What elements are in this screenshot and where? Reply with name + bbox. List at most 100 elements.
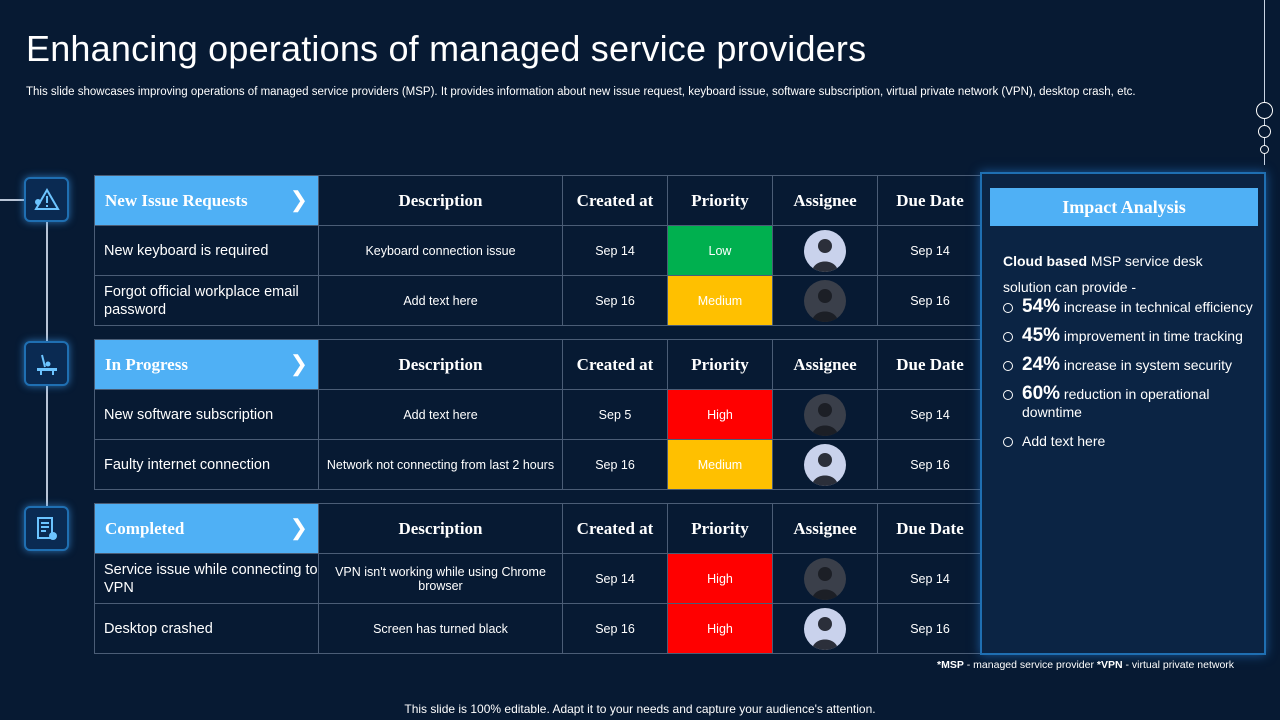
- document-check-icon: [24, 506, 69, 551]
- column-header: Description: [318, 503, 563, 554]
- section-label: In Progress: [105, 354, 188, 374]
- decor-circle-medium: [1258, 125, 1271, 138]
- avatar: [804, 279, 846, 322]
- assignee-cell: [772, 225, 878, 276]
- timeline-stub: [0, 199, 26, 201]
- created-cell: Sep 16: [562, 439, 668, 490]
- column-header: Description: [318, 339, 563, 390]
- section-table: New Issue Requests ❯ Description Created at…: [94, 175, 983, 326]
- bullet-circle-icon: [1003, 332, 1013, 342]
- table-row: New keyboard is required Keyboard connect…: [94, 225, 983, 276]
- page-subtitle: This slide showcases improving operation…: [26, 86, 1136, 98]
- impact-bullet: 60% reduction in operational downtime: [1003, 384, 1263, 421]
- decor-circle-large: [1256, 102, 1273, 119]
- impact-bullet-list: 54% increase in technical efficiency 45% …: [1003, 296, 1263, 461]
- table-header-row: New Issue Requests ❯ Description Created at…: [94, 175, 983, 226]
- impact-intro-text: MSP service desk solution can provide -: [1003, 253, 1203, 295]
- column-header: Due Date: [877, 503, 983, 554]
- assignee-cell: [772, 389, 878, 440]
- footnote: *MSP - managed service provider *VPN - v…: [937, 659, 1234, 671]
- priority-cell: High: [667, 603, 773, 654]
- column-header: Priority: [667, 503, 773, 554]
- section-header[interactable]: In Progress ❯: [94, 339, 319, 390]
- due-date-cell: Sep 16: [877, 603, 983, 654]
- warning-network-icon: [24, 177, 69, 222]
- chevron-right-icon[interactable]: ❯: [289, 351, 308, 376]
- page-title: Enhancing operations of managed service …: [26, 28, 867, 69]
- bullet-circle-icon: [1003, 361, 1013, 371]
- avatar: [804, 557, 846, 600]
- chevron-right-icon[interactable]: ❯: [289, 515, 308, 540]
- created-cell: Sep 5: [562, 389, 668, 440]
- section-label: Completed: [105, 518, 185, 538]
- description-cell: VPN isn't working while using Chrome bro…: [318, 553, 563, 604]
- table-row: Forgot official workplace email password…: [94, 275, 983, 326]
- table-row: New software subscription Add text here Se…: [94, 389, 983, 440]
- impact-bullet: 54% increase in technical efficiency: [1003, 296, 1263, 317]
- footnote-vpn-def: - virtual private network: [1122, 659, 1235, 671]
- decor-circle-small: [1260, 145, 1269, 154]
- priority-cell: High: [667, 553, 773, 604]
- table-row: Service issue while connecting to VPN VPN…: [94, 553, 983, 604]
- priority-cell: Medium: [667, 275, 773, 326]
- description-cell: Keyboard connection issue: [318, 225, 563, 276]
- section-label: New Issue Requests: [105, 190, 248, 210]
- issue-cell: Service issue while connecting to VPN: [94, 553, 319, 604]
- impact-analysis-heading: Impact Analysis: [990, 188, 1258, 226]
- assignee-cell: [772, 439, 878, 490]
- impact-text: increase in technical efficiency: [1060, 299, 1253, 315]
- impact-text: reduction in operational downtime: [1022, 386, 1210, 420]
- description-cell: Network not connecting from last 2 hours: [318, 439, 563, 490]
- assignee-cell: [772, 603, 878, 654]
- impact-text: improvement in time tracking: [1060, 328, 1243, 344]
- impact-text: increase in system security: [1060, 357, 1232, 373]
- footnote-vpn-abbr: *VPN: [1096, 659, 1123, 671]
- created-cell: Sep 16: [562, 275, 668, 326]
- column-header: Assignee: [772, 175, 878, 226]
- column-header: Created at: [562, 175, 668, 226]
- table-row: Faulty internet connection Network not co…: [94, 439, 983, 490]
- avatar: [804, 443, 846, 486]
- impact-value: 54%: [1022, 296, 1061, 317]
- due-date-cell: Sep 14: [877, 389, 983, 440]
- due-date-cell: Sep 16: [877, 275, 983, 326]
- due-date-cell: Sep 14: [877, 225, 983, 276]
- issue-cell: New software subscription: [94, 389, 319, 440]
- assignee-cell: [772, 275, 878, 326]
- section-header[interactable]: Completed ❯: [94, 503, 319, 554]
- bullet-circle-icon: [1003, 303, 1013, 313]
- footnote-msp-def: - managed service provider: [963, 659, 1097, 671]
- due-date-cell: Sep 14: [877, 553, 983, 604]
- column-header: Due Date: [877, 339, 983, 390]
- impact-bullet: 24% increase in system security: [1003, 355, 1263, 374]
- decor-line: [1264, 0, 1265, 165]
- bullet-circle-icon: [1003, 437, 1013, 447]
- impact-value: 45%: [1022, 325, 1061, 346]
- table-header-row: In Progress ❯ Description Created at Priorit…: [94, 339, 983, 390]
- column-header: Priority: [667, 339, 773, 390]
- column-header: Assignee: [772, 339, 878, 390]
- section-header[interactable]: New Issue Requests ❯: [94, 175, 319, 226]
- avatar: [804, 393, 846, 436]
- impact-intro-bold: Cloud based: [1003, 253, 1088, 269]
- description-cell: Add text here: [318, 275, 563, 326]
- section-table: Completed ❯ Description Created at Priority A…: [94, 503, 983, 654]
- column-header: Created at: [562, 339, 668, 390]
- impact-intro: Cloud based MSP service desk solution ca…: [1003, 248, 1253, 300]
- priority-cell: High: [667, 389, 773, 440]
- avatar: [804, 229, 846, 272]
- created-cell: Sep 14: [562, 225, 668, 276]
- chevron-right-icon[interactable]: ❯: [289, 187, 308, 212]
- footnote-msp-abbr: *MSP: [937, 659, 964, 671]
- assignee-cell: [772, 553, 878, 604]
- issue-cell: New keyboard is required: [94, 225, 319, 276]
- priority-cell: Low: [667, 225, 773, 276]
- created-cell: Sep 16: [562, 603, 668, 654]
- table-header-row: Completed ❯ Description Created at Priority A…: [94, 503, 983, 554]
- priority-cell: Medium: [667, 439, 773, 490]
- column-header: Description: [318, 175, 563, 226]
- column-header: Due Date: [877, 175, 983, 226]
- impact-text: Add text here: [1022, 433, 1106, 449]
- table-row: Desktop crashed Screen has turned black Se…: [94, 603, 983, 654]
- column-header: Created at: [562, 503, 668, 554]
